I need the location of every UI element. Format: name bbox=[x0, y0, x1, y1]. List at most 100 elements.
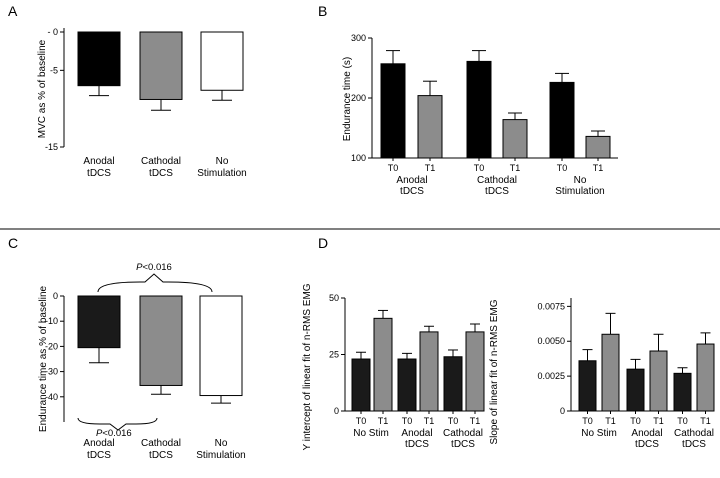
a-bar bbox=[200, 31, 244, 91]
d1-ytick-label: 0 bbox=[334, 406, 339, 416]
panel-letter-d: D bbox=[318, 235, 328, 251]
d2-ytick-label: 0.0025 bbox=[537, 371, 565, 381]
d1-bar bbox=[397, 358, 417, 412]
c-ytick-label: -40 bbox=[45, 392, 58, 402]
d1-bar bbox=[351, 358, 371, 412]
c-category-label: Stimulation bbox=[196, 450, 245, 461]
d2-bar bbox=[578, 360, 597, 412]
d2-xtick-label: T1 bbox=[653, 416, 664, 426]
d2-ytick-label: 0 bbox=[560, 406, 565, 416]
b-xtick-label: T0 bbox=[557, 163, 568, 173]
chart-b: Endurance time (s) 100 200 300 T0 T1 T0 T1 T0 T… bbox=[342, 33, 618, 197]
b-bar bbox=[380, 63, 406, 159]
d1-group-label: Anodal bbox=[401, 428, 432, 439]
c-category-label: tDCS bbox=[87, 450, 111, 461]
d1-xtick-label: T1 bbox=[378, 416, 389, 426]
c-annotation-top-symbol: P bbox=[136, 262, 143, 273]
d2-group-label: tDCS bbox=[635, 439, 659, 450]
b-group-label: No bbox=[574, 175, 587, 186]
b-bar bbox=[502, 119, 528, 159]
a-category-label: tDCS bbox=[149, 168, 173, 179]
b-group-label: tDCS bbox=[485, 186, 509, 197]
b-bar bbox=[549, 81, 575, 159]
c-annotation-bottom-symbol: P bbox=[96, 428, 103, 439]
d1-group-label: tDCS bbox=[451, 439, 475, 450]
chart-c-ylabel: Endurance time as % of baseline bbox=[38, 285, 49, 432]
panel-letter-b: B bbox=[318, 3, 327, 19]
a-ytick-label: -15 bbox=[45, 142, 58, 152]
b-xtick-label: T0 bbox=[474, 163, 485, 173]
d1-group-label: No Stim bbox=[353, 428, 389, 439]
b-bar bbox=[417, 95, 443, 159]
d2-xtick-label: T0 bbox=[677, 416, 688, 426]
d1-group-label: tDCS bbox=[405, 439, 429, 450]
d2-xtick-label: T1 bbox=[700, 416, 711, 426]
d2-xtick-label: T1 bbox=[605, 416, 616, 426]
b-bar bbox=[585, 135, 611, 159]
a-category-label: Stimulation bbox=[197, 168, 246, 179]
c-ytick-label: 0 bbox=[53, 291, 58, 301]
c-category-label: No bbox=[215, 438, 228, 449]
chart-a-ylabel: MVC as % of baseline bbox=[37, 39, 48, 138]
a-category-label: tDCS bbox=[87, 168, 111, 179]
c-bracket-top bbox=[97, 273, 213, 293]
d2-bar bbox=[626, 368, 645, 412]
c-bar bbox=[199, 295, 243, 397]
d1-xtick-label: T1 bbox=[470, 416, 481, 426]
b-xtick-label: T1 bbox=[593, 163, 604, 173]
c-annotation-top: P<0.016 bbox=[136, 262, 172, 273]
c-bracket-bottom bbox=[77, 417, 158, 431]
c-annotation-top-value: <0.016 bbox=[143, 262, 172, 273]
c-ytick-label: -30 bbox=[45, 367, 58, 377]
chart-a: MVC as % of baseline - 0-5-15 AnodaltDCS… bbox=[37, 27, 247, 179]
c-annotation-bottom: P<0.016 bbox=[96, 428, 132, 439]
d1-xtick-label: T0 bbox=[448, 416, 459, 426]
d1-group-label: Cathodal bbox=[443, 428, 483, 439]
b-group-label: Cathodal bbox=[477, 175, 517, 186]
d2-xtick-label: T0 bbox=[582, 416, 593, 426]
b-xtick-label: T1 bbox=[425, 163, 436, 173]
d1-bar bbox=[465, 331, 485, 412]
b-group-label: Anodal bbox=[396, 175, 427, 186]
a-bar bbox=[139, 31, 183, 100]
d2-group-label: tDCS bbox=[682, 439, 706, 450]
d1-xtick-label: T1 bbox=[424, 416, 435, 426]
chart-d1: Y intercept of linear fit of n-RMS EMG 0… bbox=[302, 283, 485, 451]
chart-b-ylabel: Endurance time (s) bbox=[342, 57, 353, 141]
a-category-label: No bbox=[216, 156, 229, 167]
b-ytick-label: 100 bbox=[351, 153, 366, 163]
d1-bar bbox=[419, 331, 439, 412]
panel-letter-a: A bbox=[8, 3, 18, 19]
d1-xtick-label: T0 bbox=[402, 416, 413, 426]
c-bar bbox=[77, 295, 121, 349]
d2-group-label: Cathodal bbox=[674, 428, 714, 439]
b-group-label: Stimulation bbox=[555, 186, 604, 197]
d2-xtick-label: T0 bbox=[630, 416, 641, 426]
chart-c: Endurance time as % of baseline 0 -10 -20 -… bbox=[38, 262, 246, 461]
a-category-label: Cathodal bbox=[141, 156, 181, 167]
b-xtick-label: T1 bbox=[510, 163, 521, 173]
c-category-label: Cathodal bbox=[141, 438, 181, 449]
c-category-label: Anodal bbox=[83, 438, 114, 449]
b-bar bbox=[466, 60, 492, 159]
panel-letter-c: C bbox=[8, 235, 18, 251]
a-ytick-label: -5 bbox=[50, 65, 58, 75]
d1-bar bbox=[373, 317, 393, 412]
b-ytick-label: 300 bbox=[351, 33, 366, 43]
b-xtick-label: T0 bbox=[388, 163, 399, 173]
b-ytick-label: 200 bbox=[351, 93, 366, 103]
b-group-label: tDCS bbox=[400, 186, 424, 197]
chart-d2-ylabel: Slope of linear fit of n-RMS EMG bbox=[489, 299, 500, 444]
c-bar bbox=[139, 295, 183, 386]
d2-ytick-label: 0.0050 bbox=[537, 336, 565, 346]
d2-bar bbox=[649, 350, 668, 412]
d2-ytick-label: 0.0075 bbox=[537, 301, 565, 311]
d2-group-label: Anodal bbox=[631, 428, 662, 439]
c-ytick-label: -10 bbox=[45, 316, 58, 326]
c-category-label: tDCS bbox=[149, 450, 173, 461]
d2-bar bbox=[673, 372, 692, 412]
d1-xtick-label: T0 bbox=[356, 416, 367, 426]
chart-d2: Slope of linear fit of n-RMS EMG 0 0.0025… bbox=[489, 298, 715, 450]
c-ytick-label: -20 bbox=[45, 341, 58, 351]
a-category-label: Anodal bbox=[83, 156, 114, 167]
